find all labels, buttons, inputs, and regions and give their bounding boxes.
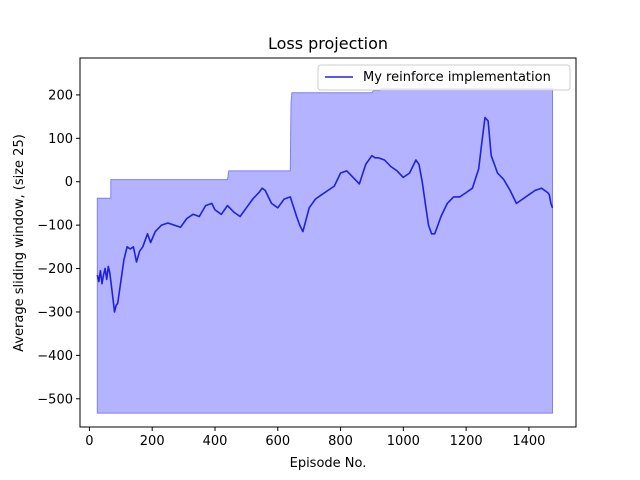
y-tick-label: 100 [48,132,73,147]
y-axis-title: Average sliding window, (size 25) [12,134,27,352]
y-tick-label: −200 [37,262,73,277]
series-line-0 [96,116,554,313]
y-tick-label: −300 [37,305,73,320]
x-axis-title: Episode No. [290,456,367,471]
legend-box [317,64,571,91]
y-tick-label: −400 [37,349,73,364]
axis-ticks: 0 200 400 600 800 1000 1200 1400−500−400−300−20… [37,88,545,449]
legend: My reinforce implementation [317,64,571,91]
x-tick-label: 400 [203,434,228,449]
x-tick-label: 200 [140,434,165,449]
projection-band [96,87,553,414]
x-tick-label: 1000 [387,434,420,449]
x-tick-label: 800 [328,434,353,449]
y-tick-label: −100 [37,219,73,234]
y-tick-label: 0 [65,175,73,190]
y-tick-label: 200 [48,88,73,103]
x-tick-label: 600 [265,434,290,449]
axes-frame [79,57,577,428]
x-tick-label: 0 [85,434,93,449]
x-tick-label: 1200 [450,434,483,449]
legend-label: My reinforce implementation [363,70,551,85]
x-tick-label: 1400 [512,434,545,449]
y-tick-label: −500 [37,392,73,407]
plot-area [96,87,554,414]
chart-title: Loss projection [268,34,388,53]
